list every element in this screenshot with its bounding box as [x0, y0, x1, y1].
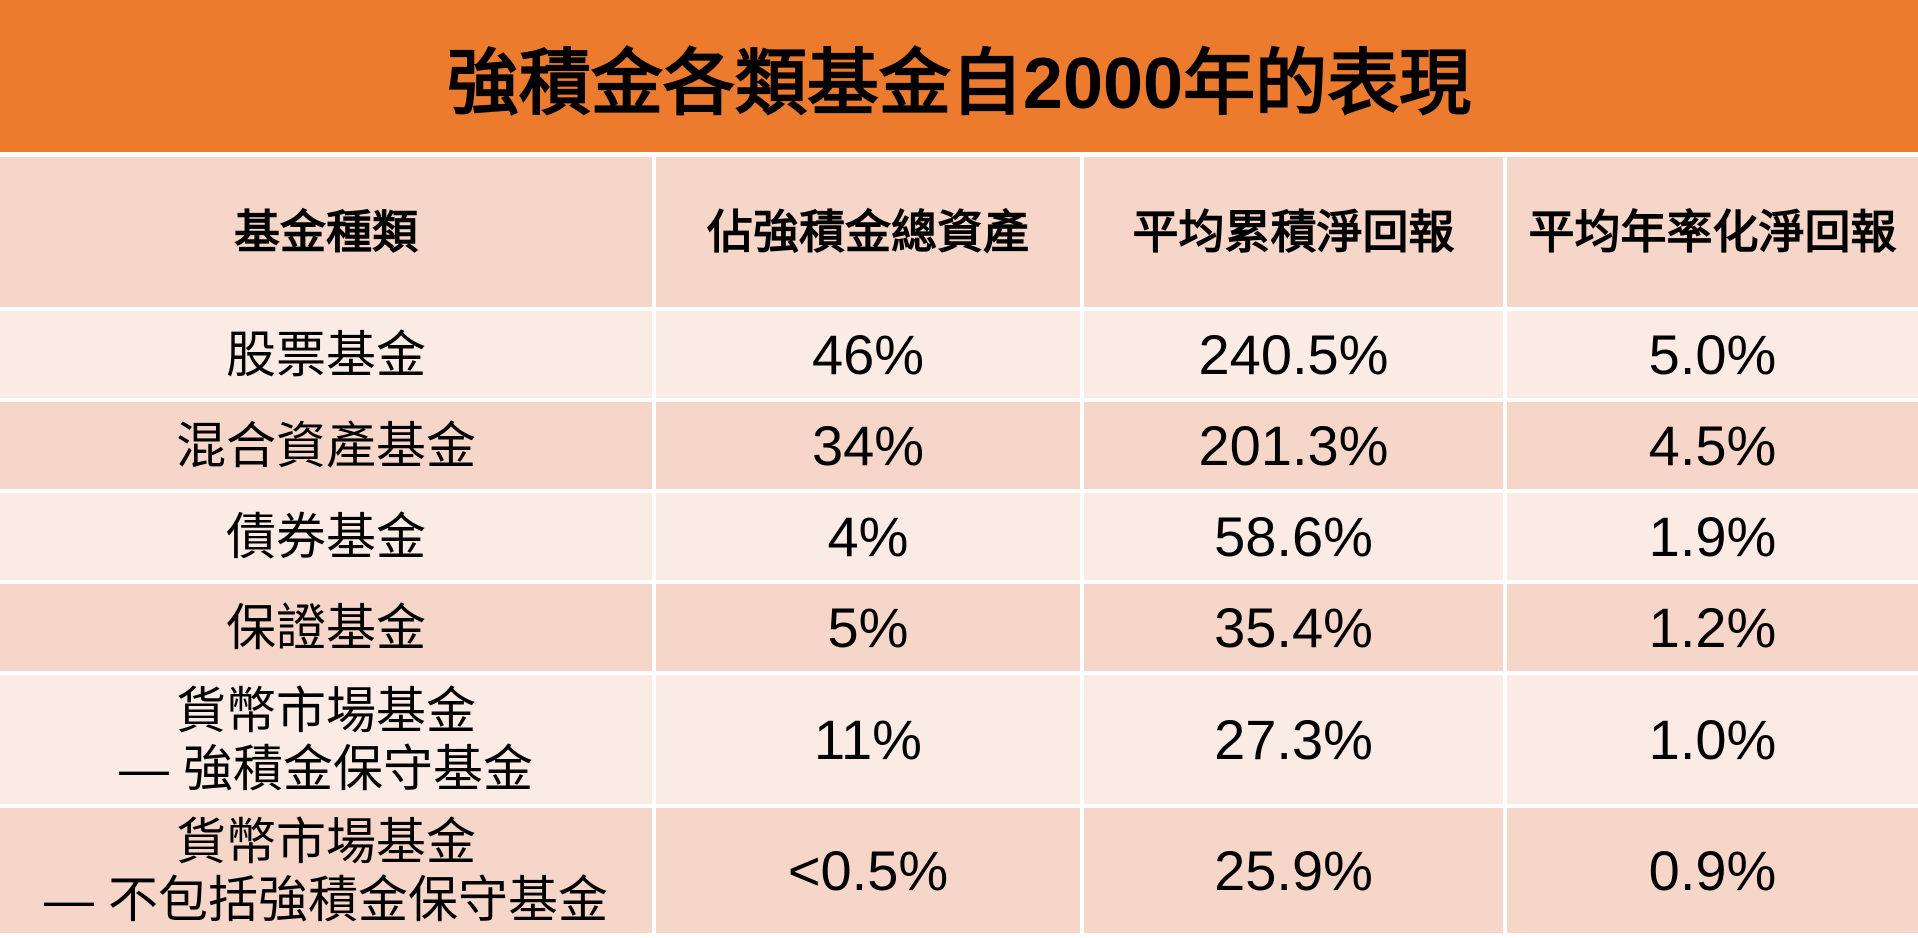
cell-fund-type: 股票基金 [0, 311, 652, 398]
fund-performance-table: 基金種類 佔強積金總資產 平均累積淨回報 平均年率化淨回報 股票基金 46% 2… [0, 157, 1918, 933]
column-header-avg-annualized-net-return: 平均年率化淨回報 [1507, 157, 1918, 307]
cell-annualized-return: 5.0% [1507, 311, 1918, 398]
fund-type-line1: 貨幣市場基金 [176, 682, 476, 739]
cell-cumulative-return: 201.3% [1084, 402, 1503, 489]
cell-fund-type: 貨幣市場基金 — 強積金保守基金 [0, 675, 652, 804]
fund-type-line1: 貨幣市場基金 [176, 813, 476, 870]
cell-cumulative-return: 35.4% [1084, 584, 1503, 671]
cell-share-of-assets: <0.5% [656, 808, 1080, 933]
cell-annualized-return: 1.2% [1507, 584, 1918, 671]
cell-share-of-assets: 4% [656, 493, 1080, 580]
cell-cumulative-return: 58.6% [1084, 493, 1503, 580]
cell-cumulative-return: 25.9% [1084, 808, 1503, 933]
cell-fund-type: 貨幣市場基金 — 不包括強積金保守基金 [0, 808, 652, 933]
cell-annualized-return: 1.0% [1507, 675, 1918, 804]
column-header-avg-cumulative-net-return: 平均累積淨回報 [1084, 157, 1503, 307]
column-header-fund-type: 基金種類 [0, 157, 652, 307]
cell-fund-type: 保證基金 [0, 584, 652, 671]
cell-share-of-assets: 34% [656, 402, 1080, 489]
cell-share-of-assets: 11% [656, 675, 1080, 804]
cell-cumulative-return: 27.3% [1084, 675, 1503, 804]
fund-type-line2: — 強積金保守基金 [119, 740, 533, 797]
title-banner: 強積金各類基金自2000年的表現 [0, 0, 1918, 152]
cell-annualized-return: 4.5% [1507, 402, 1918, 489]
cell-cumulative-return: 240.5% [1084, 311, 1503, 398]
fund-type-line2: — 不包括強積金保守基金 [44, 871, 608, 928]
cell-annualized-return: 0.9% [1507, 808, 1918, 933]
cell-fund-type: 混合資產基金 [0, 402, 652, 489]
column-header-share-of-assets: 佔強積金總資產 [656, 157, 1080, 307]
cell-share-of-assets: 5% [656, 584, 1080, 671]
cell-annualized-return: 1.9% [1507, 493, 1918, 580]
cell-fund-type: 債券基金 [0, 493, 652, 580]
page-title: 強積金各類基金自2000年的表現 [446, 43, 1472, 124]
cell-share-of-assets: 46% [656, 311, 1080, 398]
